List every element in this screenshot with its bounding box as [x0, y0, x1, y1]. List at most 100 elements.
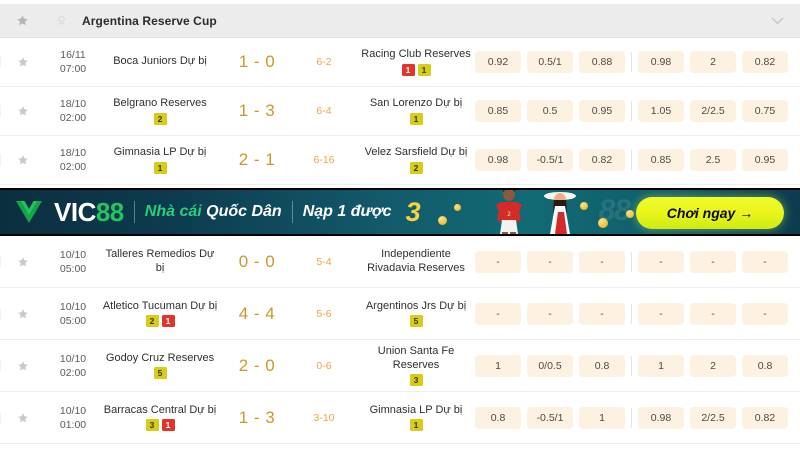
- home-team[interactable]: Talleres Remedios Dự bị: [101, 248, 221, 275]
- home-team[interactable]: Godoy Cruz Reserves5: [101, 352, 221, 380]
- match-row[interactable]: 18/1002:00Belgrano Reserves21 - 36-4San …: [0, 87, 800, 136]
- odds-cell: 0.98 -0.5/1 0.82 0.85 2.5 0.95: [475, 149, 800, 171]
- match-row[interactable]: 10/1005:00Talleres Remedios Dự bị0 - 05-…: [0, 236, 800, 288]
- away-card-yellow: 5: [410, 315, 423, 327]
- odd-left-2[interactable]: 0.8: [579, 355, 625, 377]
- odd-right-2[interactable]: 0.82: [742, 407, 788, 429]
- match-time: 18/1002:00: [45, 97, 101, 125]
- match-clock: 02:00: [45, 111, 101, 125]
- odd-right-0[interactable]: 1: [638, 355, 684, 377]
- match-date: 10/10: [45, 248, 101, 262]
- home-team-name: Talleres Remedios Dự bị: [101, 248, 219, 275]
- odd-right-0[interactable]: 0.85: [638, 149, 684, 171]
- ad-offer-text: Nạp 1 được: [303, 203, 392, 221]
- odd-left-0[interactable]: 0.92: [475, 51, 521, 73]
- advertisement-banner[interactable]: 88 VIC88 Nhà cái Quốc Dân Nạp 1 được 3: [0, 188, 800, 236]
- odd-left-2[interactable]: -: [579, 251, 625, 273]
- match-score: 2 - 1: [221, 150, 293, 170]
- home-team[interactable]: Belgrano Reserves2: [101, 97, 221, 125]
- away-team[interactable]: Argentinos Jrs Dự bị5: [355, 300, 475, 328]
- odd-right-0[interactable]: -: [638, 251, 684, 273]
- odd-right-2[interactable]: 0.82: [742, 51, 788, 73]
- favorite-match-star-icon[interactable]: [0, 105, 45, 117]
- favorite-match-star-icon[interactable]: [0, 412, 45, 424]
- odd-left-1[interactable]: 0.5/1: [527, 51, 573, 73]
- away-cards: 1: [410, 419, 423, 431]
- away-team[interactable]: Union Santa Fe Reserves3: [355, 345, 475, 386]
- odd-right-1[interactable]: 2: [690, 51, 736, 73]
- match-row[interactable]: 18/1002:00Gimnasia LP Dự bị12 - 16-16Vel…: [0, 136, 800, 185]
- odd-right-2[interactable]: 0.95: [742, 149, 788, 171]
- odd-left-2[interactable]: 0.82: [579, 149, 625, 171]
- ad-tagline-white: Quốc Dân: [206, 203, 282, 220]
- odds-group-right: 0.98 2/2.5 0.82: [638, 407, 788, 429]
- away-team[interactable]: San Lorenzo Dự bị1: [355, 97, 475, 125]
- favorite-match-star-icon[interactable]: [0, 256, 45, 268]
- match-clock: 02:00: [45, 160, 101, 174]
- away-team-name: Argentinos Jrs Dự bị: [366, 300, 466, 314]
- odd-left-1[interactable]: -: [527, 303, 573, 325]
- odd-left-0[interactable]: 1: [475, 355, 521, 377]
- favorite-league-star-icon[interactable]: [0, 14, 44, 27]
- odd-right-0[interactable]: -: [638, 303, 684, 325]
- favorite-match-star-icon[interactable]: [0, 56, 45, 68]
- favorite-match-star-icon[interactable]: [0, 360, 45, 372]
- odds-group-left: 0.85 0.5 0.95: [475, 100, 625, 122]
- odds-group-left: 1 0/0.5 0.8: [475, 355, 625, 377]
- odd-left-0[interactable]: 0.8: [475, 407, 521, 429]
- ad-brand-88: 88: [96, 197, 124, 227]
- footballer-illustration: 2: [482, 188, 536, 234]
- odd-left-1[interactable]: -: [527, 251, 573, 273]
- home-team[interactable]: Boca Juniors Dự bị: [101, 55, 221, 69]
- odds-group-right: 1.05 2/2.5 0.75: [638, 100, 788, 122]
- odd-right-0[interactable]: 1.05: [638, 100, 684, 122]
- odds-group-right: 0.98 2 0.82: [638, 51, 788, 73]
- odd-right-2[interactable]: 0.8: [742, 355, 788, 377]
- match-row[interactable]: 16/1107:00Boca Juniors Dự bị1 - 06-2Raci…: [0, 38, 800, 87]
- favorite-match-star-icon[interactable]: [0, 308, 45, 320]
- match-corner-score: 5-4: [293, 256, 355, 268]
- odd-right-1[interactable]: 2/2.5: [690, 100, 736, 122]
- odd-left-0[interactable]: 0.85: [475, 100, 521, 122]
- favorite-match-star-icon[interactable]: [0, 154, 45, 166]
- collapse-league-chevron-down-icon[interactable]: [771, 4, 784, 37]
- odd-left-2[interactable]: 1: [579, 407, 625, 429]
- home-team[interactable]: Barracas Central Dự bị31: [101, 404, 221, 432]
- match-row[interactable]: 10/1002:00Godoy Cruz Reserves52 - 00-6Un…: [0, 340, 800, 392]
- odd-right-1[interactable]: 2.5: [690, 149, 736, 171]
- odd-right-1[interactable]: -: [690, 251, 736, 273]
- odd-left-0[interactable]: -: [475, 303, 521, 325]
- away-team[interactable]: Racing Club Reserves11: [355, 48, 475, 76]
- odd-left-2[interactable]: 0.88: [579, 51, 625, 73]
- match-row[interactable]: 10/1005:00Atletico Tucuman Dự bị214 - 45…: [0, 288, 800, 340]
- odd-right-2[interactable]: 0.75: [742, 100, 788, 122]
- odd-left-0[interactable]: -: [475, 251, 521, 273]
- odd-right-2[interactable]: -: [742, 251, 788, 273]
- ad-cta-button[interactable]: Chơi ngay →: [636, 197, 784, 229]
- odd-right-1[interactable]: -: [690, 303, 736, 325]
- odd-right-2[interactable]: -: [742, 303, 788, 325]
- odd-left-1[interactable]: -0.5/1: [527, 407, 573, 429]
- away-team[interactable]: Gimnasia LP Dự bị1: [355, 404, 475, 432]
- odd-right-0[interactable]: 0.98: [638, 407, 684, 429]
- ad-left-content: VIC88 Nhà cái Quốc Dân Nạp 1 được 3: [0, 198, 421, 226]
- away-team[interactable]: Velez Sarsfield Dự bị2: [355, 146, 475, 174]
- odd-left-1[interactable]: 0.5: [527, 100, 573, 122]
- odd-right-1[interactable]: 2/2.5: [690, 407, 736, 429]
- match-row[interactable]: 10/1001:00Barracas Central Dự bị311 - 33…: [0, 392, 800, 444]
- odd-left-2[interactable]: 0.95: [579, 100, 625, 122]
- odd-right-0[interactable]: 0.98: [638, 51, 684, 73]
- odd-left-1[interactable]: 0/0.5: [527, 355, 573, 377]
- league-header[interactable]: Argentina Reserve Cup: [0, 4, 800, 38]
- away-team[interactable]: Independiente Rivadavia Reserves: [355, 248, 475, 275]
- odd-right-1[interactable]: 2: [690, 355, 736, 377]
- home-team[interactable]: Atletico Tucuman Dự bị21: [101, 300, 221, 328]
- away-team-name: Union Santa Fe Reserves: [357, 345, 475, 372]
- home-team[interactable]: Gimnasia LP Dự bị1: [101, 146, 221, 174]
- match-corner-score: 6-2: [293, 56, 355, 68]
- odd-left-1[interactable]: -0.5/1: [527, 149, 573, 171]
- odd-left-2[interactable]: -: [579, 303, 625, 325]
- away-cards: 1: [410, 113, 423, 125]
- odd-left-0[interactable]: 0.98: [475, 149, 521, 171]
- match-clock: 05:00: [45, 314, 101, 328]
